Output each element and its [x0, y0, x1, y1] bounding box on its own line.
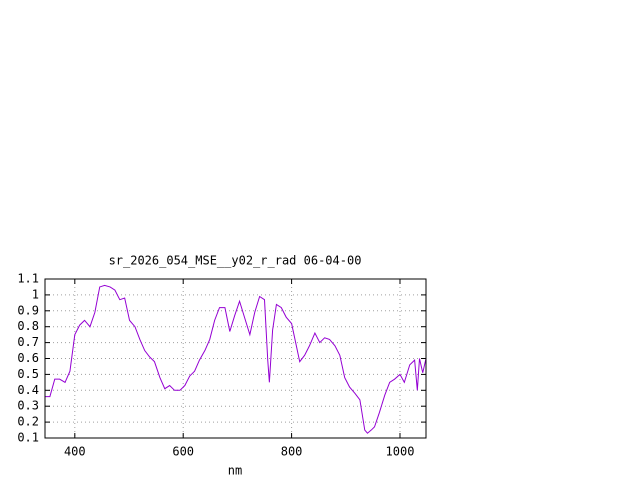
x-axis-label: nm: [228, 464, 242, 478]
y-tick-label: 1.1: [17, 272, 39, 286]
y-tick-label: 0.7: [17, 335, 39, 349]
y-tick-label: 0.1: [17, 431, 39, 445]
chart-title: sr_2026_054_MSE__y02_r_rad 06-04-00: [109, 254, 362, 268]
y-tick-label: 0.2: [17, 415, 39, 429]
x-tick-label: 600: [172, 445, 194, 459]
x-tick-label: 400: [64, 445, 86, 459]
plot-border: [44, 278, 427, 439]
y-tick-label: 0.5: [17, 367, 39, 381]
x-tick-label: 1000: [386, 445, 415, 459]
y-tick-label: 0.3: [17, 399, 39, 413]
y-tick-label: 0.4: [17, 383, 39, 397]
y-tick-label: 0.6: [17, 351, 39, 365]
x-tick-label: 800: [281, 445, 303, 459]
data-line: [45, 284, 427, 434]
y-tick-label: 1: [32, 287, 39, 301]
y-tick-label: 0.8: [17, 319, 39, 333]
y-tick-label: 0.9: [17, 303, 39, 317]
